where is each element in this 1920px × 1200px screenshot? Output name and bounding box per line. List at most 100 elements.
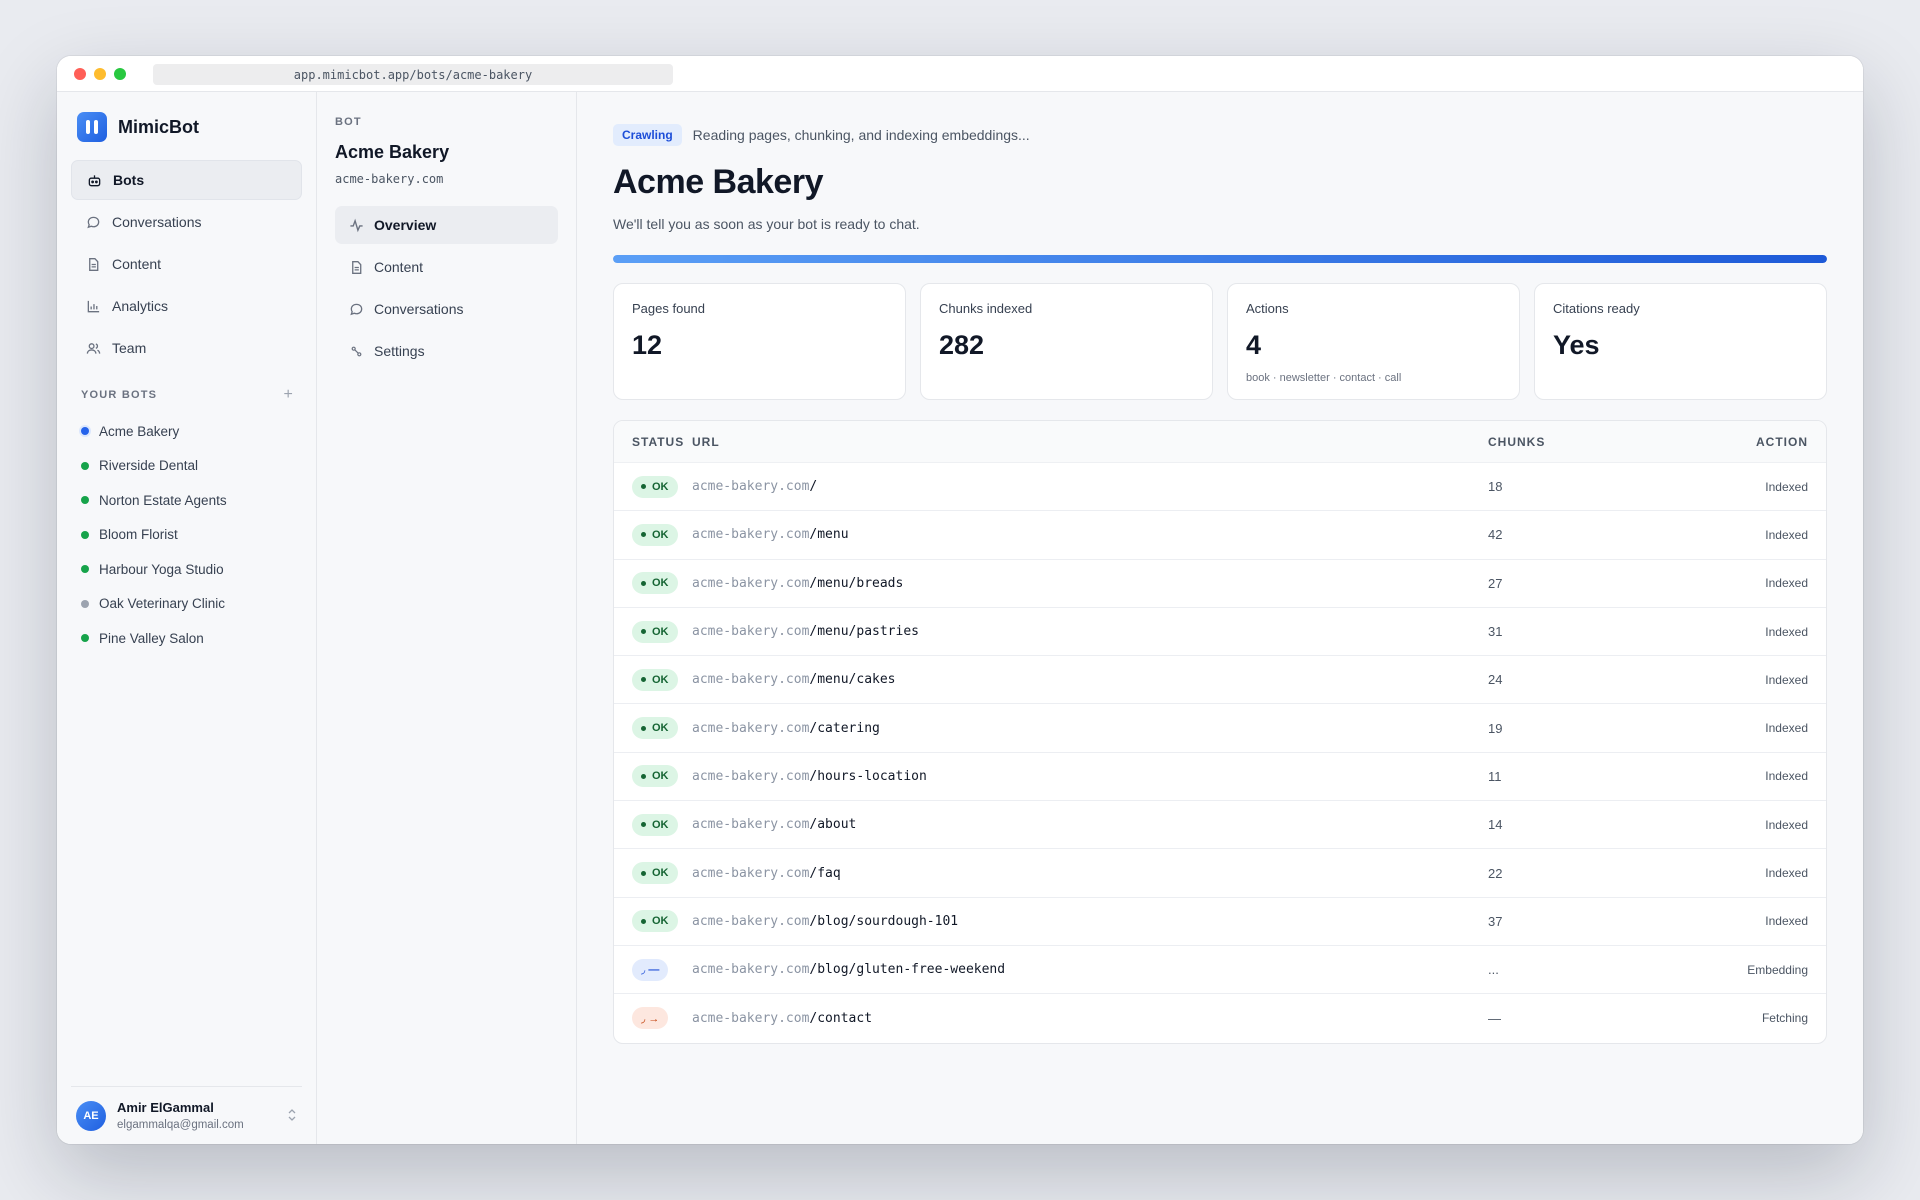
status-cell: OK	[632, 668, 692, 691]
user-menu[interactable]: AE Amir ElGammal elgammalqa@gmail.com	[71, 1086, 302, 1144]
status-cell: OK	[632, 475, 692, 498]
bot-item-oak-veterinary-clinic[interactable]: Oak Veterinary Clinic	[71, 587, 302, 622]
status-label: OK	[652, 625, 669, 638]
sidebar-item-team[interactable]: Team	[71, 328, 302, 368]
url-cell: acme-bakery.com/faq	[692, 866, 1488, 881]
table-row[interactable]: OK acme-bakery.com/catering 19 Indexed	[614, 704, 1826, 753]
sidebar-item-analytics[interactable]: Analytics	[71, 286, 302, 326]
status-label: ◞ —	[641, 964, 660, 977]
tab-label: Content	[374, 259, 424, 275]
sidebar-item-conversations[interactable]: Conversations	[71, 202, 302, 242]
close-window-button[interactable]	[74, 67, 86, 80]
table-row[interactable]: OK acme-bakery.com/menu/cakes 24 Indexed	[614, 656, 1826, 705]
chevron-up-down-icon[interactable]	[288, 1109, 296, 1121]
bot-nav: Overview Content Conversations Settings	[335, 206, 558, 370]
zoom-window-button[interactable]	[114, 67, 126, 80]
table-row[interactable]: OK acme-bakery.com/hours-location 11 Indexe…	[614, 753, 1826, 802]
url-domain: acme-bakery.com	[692, 768, 810, 784]
table-row[interactable]: OK acme-bakery.com/about 14 Indexed	[614, 801, 1826, 850]
table-row[interactable]: ◞ → acme-bakery.com/contact — Fetching	[614, 994, 1826, 1042]
bot-item-harbour-yoga-studio[interactable]: Harbour Yoga Studio	[71, 552, 302, 587]
url-cell: acme-bakery.com/menu/breads	[692, 576, 1488, 591]
table-row[interactable]: OK acme-bakery.com/faq 22 Indexed	[614, 849, 1826, 898]
user-name: Amir ElGammal	[117, 1100, 214, 1115]
bot-item-riverside-dental[interactable]: Riverside Dental	[71, 449, 302, 484]
stat-card-chunks-indexed: Chunks indexed 282	[920, 283, 1213, 400]
url-cell: acme-bakery.com/hours-location	[692, 769, 1488, 784]
action-cell: Indexed	[1765, 914, 1808, 929]
sidebar-item-label: Team	[112, 340, 147, 356]
status-dot	[641, 629, 646, 635]
action-cell: Indexed	[1765, 866, 1808, 881]
activity-icon	[348, 217, 364, 233]
table-body: OK acme-bakery.com/18 Indexed OK acme-bakery…	[614, 463, 1826, 1043]
stat-label: Chunks indexed	[939, 301, 1033, 316]
bot-item-pine-valley-salon[interactable]: Pine Valley Salon	[71, 621, 302, 656]
status-dot	[641, 677, 646, 683]
main-content: Crawling Reading pages, chunking, and in…	[577, 92, 1863, 1144]
progress-fill	[613, 255, 1827, 263]
status-badge: OK	[632, 572, 678, 595]
url-domain: acme-bakery.com	[692, 575, 810, 591]
sidebar-item-content[interactable]: Content	[71, 244, 302, 284]
table-row[interactable]: OK acme-bakery.com/blog/sourdough-101 37 In…	[614, 898, 1826, 946]
action-cell: Indexed	[1765, 576, 1808, 591]
url-cell: acme-bakery.com/menu/pastries	[692, 624, 1488, 639]
bot-list: Acme Bakery Riverside Dental Norton Estate…	[71, 414, 302, 656]
status-dot	[81, 496, 89, 505]
avatar: AE	[76, 1100, 106, 1131]
status-label: OK	[652, 770, 669, 783]
action-cell: Indexed	[1765, 479, 1808, 494]
tab-settings[interactable]: Settings	[335, 332, 558, 370]
url-domain: acme-bakery.com	[692, 913, 810, 929]
action-cell: Indexed	[1765, 769, 1808, 784]
url-path: /menu/cakes	[809, 672, 896, 688]
status-badge: OK	[632, 717, 678, 740]
crawl-status: Crawling Reading pages, chunking, and in…	[613, 124, 1827, 146]
tab-conversations[interactable]: Conversations	[335, 290, 558, 328]
url-path: /menu/pastries	[809, 624, 919, 640]
url-domain: acme-bakery.com	[692, 479, 810, 495]
url-path: /blog/gluten-free-weekend	[809, 962, 1006, 978]
stat-value: 12	[632, 330, 663, 360]
stat-note: book · newsletter · contact · call	[1246, 372, 1402, 384]
status-dot	[81, 427, 89, 436]
table-row[interactable]: OK acme-bakery.com/menu 42 Indexed	[614, 511, 1826, 560]
sidebar-item-label: Analytics	[112, 298, 169, 314]
table-row[interactable]: OK acme-bakery.com/menu/pastries 31 Indexed	[614, 608, 1826, 657]
mimicbot-logo-icon	[77, 112, 107, 142]
tab-content[interactable]: Content	[335, 248, 558, 286]
bot-item-norton-estate-agents[interactable]: Norton Estate Agents	[71, 483, 302, 518]
table-row[interactable]: OK acme-bakery.com/menu/breads 27 Indexed	[614, 560, 1826, 608]
address-bar[interactable]: app.mimicbot.app/bots/acme-bakery	[153, 64, 673, 85]
brand[interactable]: MimicBot	[77, 112, 302, 142]
chunks-cell: 37	[1488, 913, 1503, 929]
chunks-cell: 24	[1488, 672, 1503, 688]
stat-card-pages-found: Pages found 12	[613, 283, 906, 400]
table-row[interactable]: OK acme-bakery.com/18 Indexed	[614, 463, 1826, 512]
user-email: elgammalqa@gmail.com	[117, 1119, 244, 1131]
bot-item-label: Pine Valley Salon	[99, 630, 204, 646]
tab-overview[interactable]: Overview	[335, 206, 558, 244]
status-dot	[641, 870, 646, 876]
chunks-cell: 27	[1488, 575, 1503, 591]
status-text: Reading pages, chunking, and indexing em…	[692, 127, 1030, 143]
sidebar-item-bots[interactable]: Bots	[71, 160, 302, 200]
action-cell: Indexed	[1765, 817, 1808, 832]
status-badge: ◞ —	[632, 958, 669, 981]
sidebar-item-label: Conversations	[112, 214, 202, 230]
status-badge: OK	[632, 475, 678, 498]
url-domain: acme-bakery.com	[692, 672, 810, 688]
bar-chart-icon	[85, 298, 101, 314]
status-dot	[641, 918, 646, 924]
status-cell: OK	[632, 572, 692, 595]
gear-icon	[348, 343, 364, 359]
bot-item-acme-bakery[interactable]: Acme Bakery	[71, 414, 302, 449]
add-bot-button[interactable]: +	[283, 386, 294, 403]
bot-item-bloom-florist[interactable]: Bloom Florist	[71, 518, 302, 553]
url-cell: acme-bakery.com/contact	[692, 1011, 1488, 1026]
table-header: STATUS URL CHUNKS ACTION	[614, 421, 1826, 463]
status-label: OK	[652, 673, 669, 686]
minimize-window-button[interactable]	[94, 67, 106, 80]
table-row[interactable]: ◞ — acme-bakery.com/blog/gluten-free-week…	[614, 946, 1826, 995]
